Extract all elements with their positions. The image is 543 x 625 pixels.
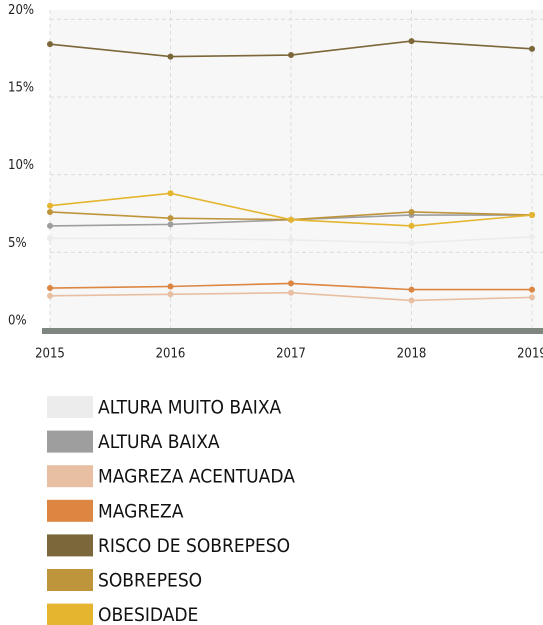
plot-area bbox=[50, 10, 543, 330]
y-tick-label: 20% bbox=[8, 3, 34, 18]
point bbox=[167, 291, 174, 298]
y-tick-label: 0% bbox=[8, 314, 27, 329]
point bbox=[47, 202, 53, 209]
point bbox=[167, 221, 174, 228]
point bbox=[47, 208, 53, 215]
point bbox=[288, 52, 294, 59]
x-tick-label: 2019 bbox=[517, 347, 543, 362]
point bbox=[167, 283, 174, 290]
y-tick-label: 5% bbox=[8, 236, 27, 251]
point bbox=[288, 289, 294, 296]
legend-swatch bbox=[47, 569, 93, 591]
point bbox=[288, 216, 294, 223]
legend-label: MAGREZA ACENTUADA bbox=[98, 466, 295, 488]
point bbox=[167, 53, 174, 60]
legend-swatch bbox=[47, 396, 93, 418]
point bbox=[408, 240, 415, 247]
x-tick-label: 2017 bbox=[276, 347, 306, 362]
point bbox=[47, 222, 53, 229]
point bbox=[167, 215, 174, 222]
legend-swatch bbox=[47, 603, 93, 625]
point bbox=[529, 212, 535, 219]
point bbox=[288, 236, 294, 243]
point bbox=[408, 286, 415, 293]
point bbox=[167, 190, 174, 197]
legend-label: RISCO DE SOBREPESO bbox=[98, 535, 290, 557]
legend-label: MAGREZA bbox=[98, 500, 184, 522]
legend-label: SOBREPESO bbox=[98, 570, 202, 592]
y-tick-label: 10% bbox=[8, 158, 34, 173]
point bbox=[529, 45, 535, 52]
legend-label: ALTURA BAIXA bbox=[98, 431, 220, 453]
point bbox=[408, 208, 415, 215]
legend-swatch bbox=[47, 465, 93, 488]
x-tick-label: 2018 bbox=[397, 347, 427, 362]
legend-swatch bbox=[47, 534, 93, 557]
point bbox=[529, 233, 535, 240]
point bbox=[408, 222, 415, 229]
point bbox=[167, 235, 174, 242]
point bbox=[529, 286, 535, 293]
point bbox=[47, 235, 53, 242]
legend-label: ALTURA MUITO BAIXA bbox=[98, 397, 282, 419]
point bbox=[408, 38, 415, 45]
legend-swatch bbox=[47, 499, 93, 522]
legend-swatch bbox=[47, 430, 93, 453]
point bbox=[47, 292, 53, 299]
point bbox=[47, 41, 53, 48]
legend-label: OBESIDADE bbox=[98, 604, 198, 625]
point bbox=[529, 294, 535, 301]
y-tick-label: 15% bbox=[8, 80, 34, 95]
point bbox=[47, 285, 53, 292]
x-axis bbox=[42, 328, 543, 334]
point bbox=[408, 297, 415, 304]
x-tick-label: 2016 bbox=[156, 347, 186, 362]
x-tick-label: 2015 bbox=[35, 347, 65, 362]
point bbox=[288, 280, 294, 287]
